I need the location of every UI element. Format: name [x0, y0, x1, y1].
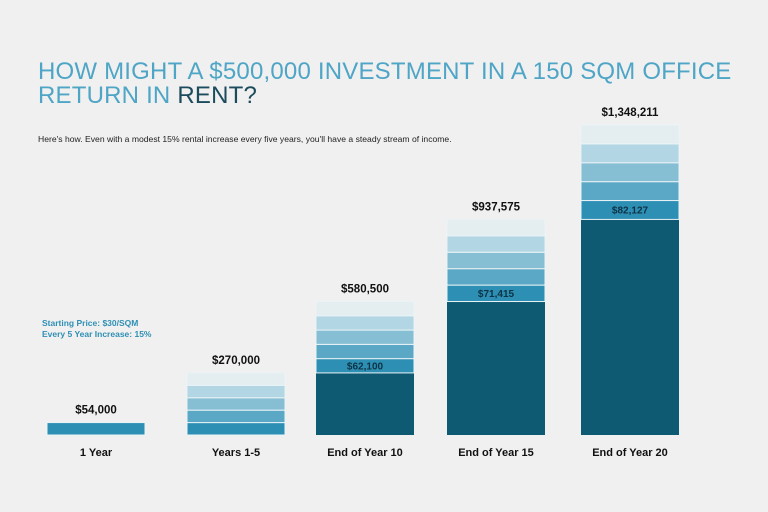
bar-segment [447, 301, 545, 435]
segment-label: $82,127 [612, 205, 649, 216]
bar-segment [581, 219, 679, 435]
category-label: End of Year 20 [592, 447, 668, 459]
bar-segment [580, 124, 680, 145]
bar-segment [186, 372, 286, 386]
bar-segment [446, 251, 546, 270]
bar-segment [315, 329, 415, 345]
total-label: $580,500 [341, 284, 389, 296]
segment-label: $62,100 [347, 361, 384, 372]
bar-segment [446, 268, 546, 286]
bar-segment [580, 181, 680, 202]
bar-segment [186, 409, 286, 424]
bar-segment [446, 235, 546, 253]
bar-segment [186, 397, 286, 411]
assumption-notes: Starting Price: $30/SQM Every 5 Year Inc… [42, 318, 151, 340]
bar-segment [46, 422, 146, 436]
category-label: Years 1-5 [212, 447, 260, 459]
bar-segment [446, 218, 546, 237]
category-label: End of Year 10 [327, 447, 403, 459]
bar-segment [580, 162, 680, 183]
bar-segment [580, 143, 680, 164]
segment-label: $71,415 [478, 289, 515, 300]
starting-price-note: Starting Price: $30/SQM [42, 318, 139, 328]
title-accent: RENT? [177, 82, 258, 109]
chart-title: HOW MIGHT A $500,000 INVESTMENT IN A 150… [38, 60, 768, 108]
title-main: HOW MIGHT A $500,000 INVESTMENT IN A 150… [38, 58, 732, 109]
bar-segment [186, 422, 286, 436]
total-label: $937,575 [472, 201, 521, 213]
bar-segment [315, 301, 415, 317]
bar-segment [186, 384, 286, 399]
total-label: $270,000 [212, 355, 260, 367]
total-label: $1,348,211 [602, 107, 660, 119]
total-label: $54,000 [75, 405, 117, 417]
bar-segment [316, 372, 414, 435]
category-label: End of Year 15 [458, 447, 534, 459]
bar-segment [315, 315, 415, 331]
category-label: 1 Year [80, 447, 113, 459]
chart-subtitle: Here's how. Even with a modest 15% renta… [38, 134, 452, 144]
bar-segment [315, 343, 415, 360]
increase-note: Every 5 Year Increase: 15% [42, 329, 152, 339]
